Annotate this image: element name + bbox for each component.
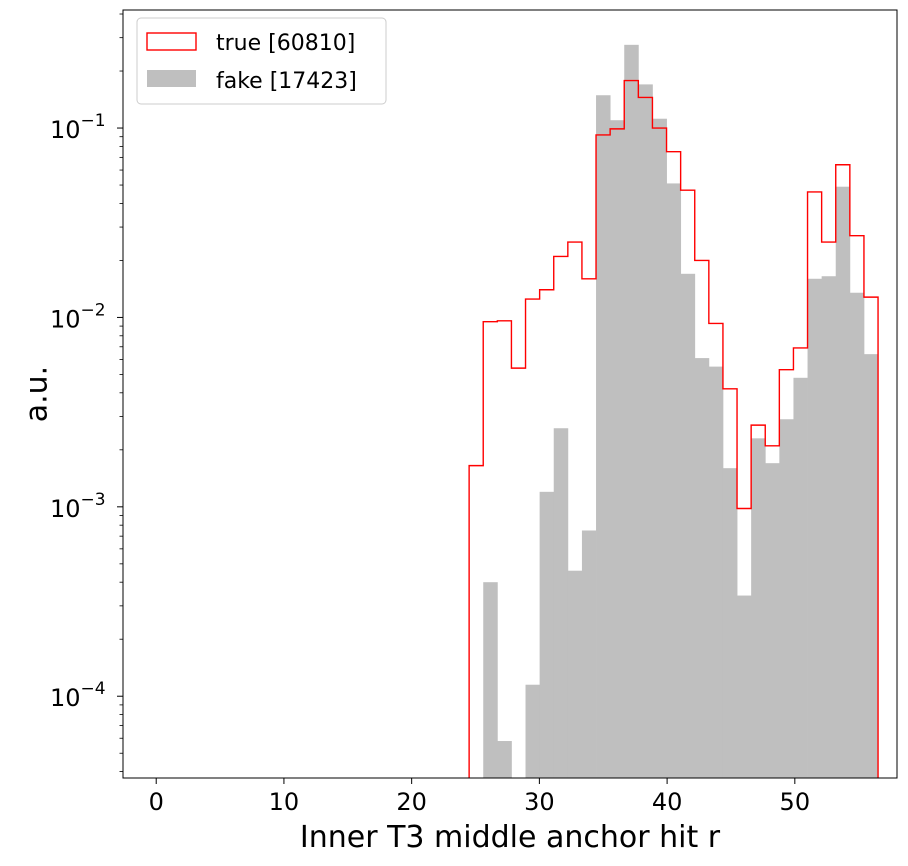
x-axis-ticks: 0 10 20 30 40 50 xyxy=(149,778,811,816)
fake-bar xyxy=(751,438,766,778)
legend-label-true: true [60810] xyxy=(216,31,355,56)
fake-bar xyxy=(525,684,541,778)
legend-swatch-true xyxy=(146,32,197,51)
fake-bar xyxy=(581,530,597,778)
x-tick-label: 50 xyxy=(780,788,811,816)
fake-bar xyxy=(497,741,512,778)
fake-bar xyxy=(793,377,808,778)
fake-bar xyxy=(863,354,879,778)
x-tick-label: 30 xyxy=(524,788,555,816)
y-tick-label: 10−2 xyxy=(50,300,106,333)
x-tick-label: 20 xyxy=(396,788,427,816)
fake-bar xyxy=(737,595,752,778)
fake-bar xyxy=(807,278,823,778)
fake-bar xyxy=(610,120,625,779)
legend-swatch-fake xyxy=(147,70,196,87)
x-tick-label: 0 xyxy=(149,788,164,816)
y-axis-title: a.u. xyxy=(20,366,55,422)
fake-series-bars xyxy=(483,44,879,779)
fake-bar xyxy=(638,84,653,779)
plot-area-frame xyxy=(122,9,898,779)
y-axis-ticks: 10−1 10−2 10−3 10−4 xyxy=(50,13,123,772)
fake-bar xyxy=(708,366,724,778)
fake-bar xyxy=(722,468,738,778)
fake-bar xyxy=(483,582,498,778)
x-tick-label: 40 xyxy=(652,788,683,816)
fake-bar xyxy=(652,118,667,779)
fake-bar xyxy=(596,95,611,778)
true-series-step-line xyxy=(468,79,879,778)
x-tick-label: 10 xyxy=(269,788,300,816)
x-axis-title: Inner T3 middle anchor hit r xyxy=(300,820,721,855)
legend: true [60810] fake [17423] xyxy=(136,17,387,105)
fake-bar xyxy=(624,44,639,778)
fake-bar xyxy=(821,276,837,778)
fake-bar xyxy=(680,273,696,778)
fake-bar xyxy=(694,358,710,778)
legend-label-fake: fake [17423] xyxy=(216,69,357,94)
y-tick-label: 10−3 xyxy=(50,490,106,523)
fake-bar xyxy=(835,186,851,778)
legend-box xyxy=(136,17,387,105)
y-tick-label: 10−4 xyxy=(50,679,106,712)
fake-bar xyxy=(779,419,794,778)
fake-bar xyxy=(849,292,865,778)
fake-bar xyxy=(666,183,682,778)
fake-bar xyxy=(765,463,780,778)
fake-bar xyxy=(539,491,555,778)
fake-bar xyxy=(567,570,583,778)
fake-bar xyxy=(553,428,569,778)
y-tick-label: 10−1 xyxy=(50,111,106,144)
